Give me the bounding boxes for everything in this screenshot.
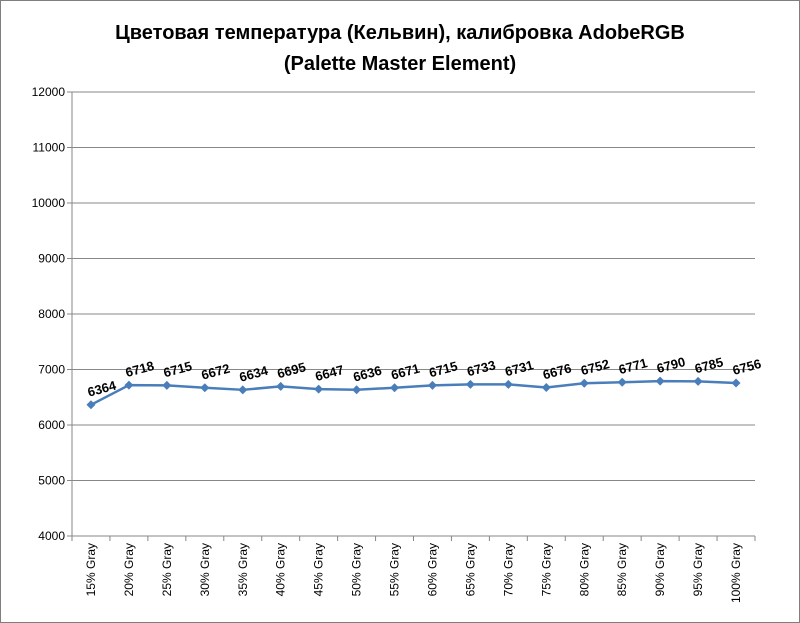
x-tick-labels: 15% Gray 20% Gray 25% Gray 30% Gray 35% Gray… <box>84 543 743 603</box>
data-point <box>200 383 210 393</box>
data-label: 6785 <box>693 354 725 376</box>
data-label: 6790 <box>655 354 687 376</box>
data-label: 6752 <box>579 356 611 378</box>
data-point <box>427 380 437 390</box>
x-tick-label: 25% Gray <box>160 543 174 596</box>
y-tick-label: 5000 <box>38 474 65 488</box>
x-tick-label: 65% Gray <box>463 543 477 596</box>
data-point <box>693 376 703 386</box>
data-point <box>238 385 248 395</box>
data-point <box>465 379 475 389</box>
data-point <box>276 381 286 391</box>
data-label: 6718 <box>124 358 156 380</box>
x-tick-label: 40% Gray <box>274 543 288 596</box>
x-tick-label: 90% Gray <box>653 543 667 596</box>
y-tick-label: 7000 <box>38 363 65 377</box>
data-point <box>503 379 513 389</box>
series-line <box>90 379 737 406</box>
chart-title: Цветовая температура (Кельвин), калибров… <box>115 22 685 44</box>
data-point <box>124 380 134 390</box>
data-label: 6715 <box>427 358 459 380</box>
y-tick-label: 9000 <box>38 252 65 266</box>
axes <box>67 91 756 541</box>
data-point <box>617 377 627 387</box>
x-tick-label: 20% Gray <box>122 543 136 596</box>
data-point <box>314 384 324 394</box>
chart-subtitle: (Palette Master Element) <box>283 53 517 75</box>
x-tick-label: 55% Gray <box>388 543 402 596</box>
data-label: 6733 <box>465 357 497 379</box>
y-tick-label: 10000 <box>32 196 66 210</box>
x-tick-label: 30% Gray <box>198 543 212 596</box>
data-label: 6634 <box>238 363 271 385</box>
y-tick-label: 12000 <box>32 85 66 99</box>
x-tick-label: 95% Gray <box>691 543 705 596</box>
data-label: 6756 <box>731 356 763 378</box>
x-tick-label: 35% Gray <box>236 543 250 596</box>
x-tick-label: 80% Gray <box>577 543 591 596</box>
x-tick-label: 85% Gray <box>615 543 629 596</box>
data-point <box>162 380 172 390</box>
x-tick-label: 75% Gray <box>539 543 553 596</box>
data-point <box>541 382 551 392</box>
data-point <box>579 378 589 388</box>
x-tick-label: 45% Gray <box>312 543 326 596</box>
data-label: 6364 <box>86 378 119 400</box>
y-tick-labels: 4000 5000 6000 7000 8000 9000 10000 11000 12000 <box>32 85 66 543</box>
series <box>86 376 741 410</box>
data-point <box>86 400 96 410</box>
y-tick-label: 11000 <box>33 141 66 155</box>
data-label: 6647 <box>314 362 346 384</box>
data-point <box>731 378 741 388</box>
data-label: 6771 <box>617 355 649 377</box>
y-tick-label: 8000 <box>38 307 65 321</box>
data-label: 6672 <box>200 361 232 383</box>
data-point <box>352 385 362 395</box>
x-tick-label: 50% Gray <box>350 543 364 596</box>
data-point <box>655 376 665 386</box>
y-tick-label: 6000 <box>38 418 65 432</box>
data-label: 6671 <box>389 361 421 383</box>
x-tick-label: 60% Gray <box>425 543 439 596</box>
y-tick-label: 4000 <box>38 529 65 543</box>
data-label: 6636 <box>351 363 383 385</box>
data-label: 6731 <box>503 357 535 379</box>
x-tick-label: 100% Gray <box>729 543 743 603</box>
data-point <box>390 383 400 393</box>
data-label: 6695 <box>276 359 308 381</box>
x-tick-label: 70% Gray <box>501 543 515 596</box>
data-label: 6715 <box>162 358 194 380</box>
gridlines <box>72 91 755 481</box>
x-tick-label: 15% Gray <box>84 543 98 596</box>
data-label: 6676 <box>541 360 573 382</box>
chart-title-block: Цветовая температура (Кельвин), калибров… <box>40 18 760 80</box>
